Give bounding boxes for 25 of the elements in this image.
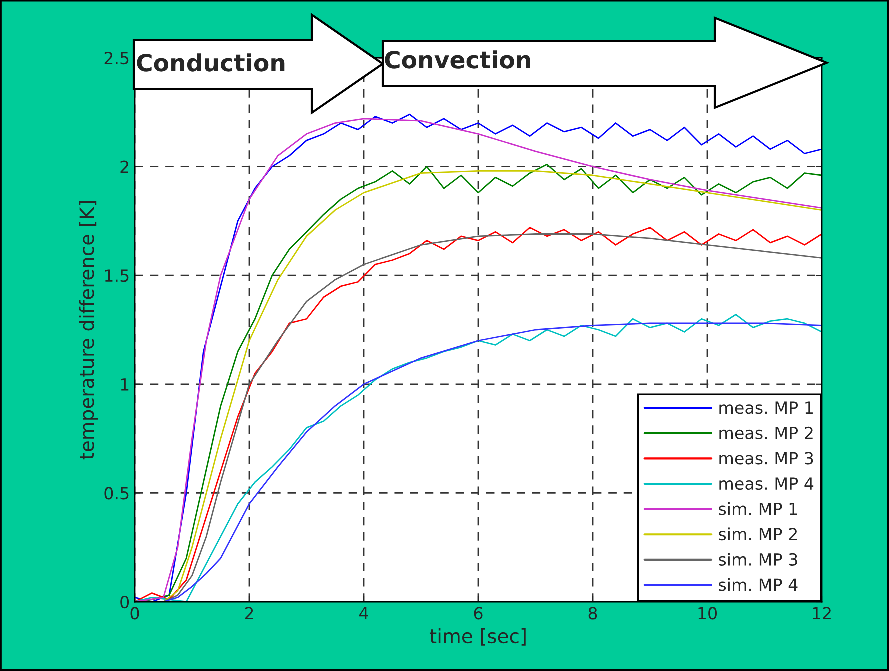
y-tick-label: 2.5 xyxy=(104,52,129,65)
legend-label: meas. MP 4 xyxy=(720,478,814,490)
y-tick-label: 2 xyxy=(120,160,128,174)
legend-label: sim. MP 2 xyxy=(719,528,797,541)
y-tick-label: 1 xyxy=(121,378,129,391)
legend-label: sim. MP 4 xyxy=(719,578,798,592)
legend-label: meas. MP 3 xyxy=(720,452,814,465)
x-tick-label: 0 xyxy=(130,607,140,620)
legend-label: sim. MP 3 xyxy=(719,553,798,566)
legend-label: meas. MP 2 xyxy=(720,426,813,440)
annotation: Convection xyxy=(385,50,530,69)
annotation: Conduction xyxy=(137,54,285,72)
y-tick-label: 0.5 xyxy=(104,487,129,500)
x-axis-title: time [sec] xyxy=(430,628,526,646)
y-tick-label: 0 xyxy=(120,596,130,609)
x-tick-label: 12 xyxy=(813,607,831,620)
x-tick-label: 10 xyxy=(698,607,717,620)
x-tick-label: 4 xyxy=(360,607,368,620)
x-tick-label: 2 xyxy=(245,607,254,620)
y-axis-title: temperature difference [K] xyxy=(79,201,98,460)
x-tick-label: 6 xyxy=(474,607,483,620)
legend-label: meas. MP 1 xyxy=(720,402,813,414)
y-tick-label: 1.5 xyxy=(105,270,129,282)
legend-label: sim. MP 1 xyxy=(719,502,798,516)
x-tick-label: 8 xyxy=(588,607,598,620)
